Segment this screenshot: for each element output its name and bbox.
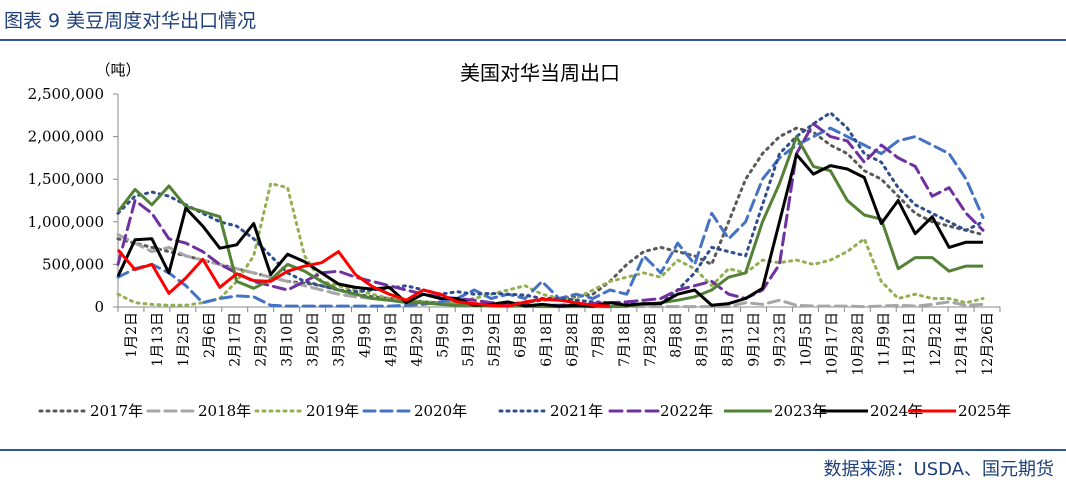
x-tick-label: 12月2日 [928, 312, 944, 367]
legend-label: 2023年 [774, 402, 827, 420]
x-tick-label: 11月9日 [876, 312, 892, 367]
series-lines [116, 111, 985, 309]
series-line-2021年 [116, 111, 985, 306]
series-line-2025年 [116, 248, 610, 308]
x-tick-label: 4月29日 [409, 312, 425, 367]
x-tick-label: 6月18日 [539, 312, 555, 367]
legend-label: 2025年 [958, 402, 1011, 420]
x-tick-label: 1月13日 [150, 312, 166, 367]
x-tick-label: 4月9日 [357, 312, 373, 358]
axes: 美国对华当周出口 （吨） 0 500,000 1,000,000 1,500,000 2,0… [28, 61, 1001, 376]
x-tick-label: 9月23日 [773, 312, 789, 367]
x-tick-label: 7月8日 [591, 312, 607, 358]
y-tick-label: 2,500,000 [28, 85, 104, 103]
legend-label: 2018年 [198, 402, 251, 420]
x-tick-label: 11月21日 [902, 312, 918, 376]
x-tick-label: 3月30日 [332, 312, 348, 367]
x-tick-label: 3月20日 [306, 312, 322, 367]
series-line-2024年 [116, 153, 983, 308]
legend-label: 2024年 [870, 402, 923, 420]
x-tick-label: 10月28日 [850, 312, 866, 376]
x-tick-label: 2月17日 [228, 312, 244, 367]
source-note: 数据来源：USDA、国元期货 [823, 459, 1054, 480]
figure-title: 图表 9 美豆周度对华出口情况 [4, 10, 257, 32]
y-tick-label: 0 [94, 298, 104, 316]
x-tick-label: 3月10日 [280, 312, 296, 367]
legend-label: 2017年 [90, 402, 143, 420]
y-tick-label: 1,500,000 [28, 170, 104, 188]
series-line-2020年 [116, 126, 985, 308]
x-tick-label: 10月17日 [824, 312, 840, 376]
x-tick-label: 5月29日 [487, 312, 503, 367]
x-tick-label: 12月26日 [980, 312, 996, 376]
x-tick-label: 8月8日 [669, 312, 685, 358]
series-line-2023年 [116, 135, 983, 309]
x-tick-label: 9月12日 [747, 312, 763, 367]
legend-label: 2019年 [306, 402, 359, 420]
legend: 2017年 2018年 2019年 2020年 2021年 2022年 2023年 2024年… [38, 402, 1011, 420]
y-tick-label: 1,000,000 [28, 213, 104, 231]
x-tick-label: 1月2日 [124, 312, 140, 358]
legend-label: 2022年 [660, 402, 713, 420]
x-tick-label: 8月31日 [721, 312, 737, 367]
series-line-2019年 [116, 182, 985, 307]
x-tick-label: 10月5日 [798, 312, 814, 367]
x-tick-label: 8月19日 [695, 312, 711, 367]
x-tick-label: 5月19日 [461, 312, 477, 367]
x-tick-label: 1月25日 [176, 312, 192, 367]
x-tick-label: 2月29日 [254, 312, 270, 367]
y-tick-label: 2,000,000 [28, 128, 104, 146]
top-rule [0, 39, 1066, 41]
x-tick-label: 12月14日 [954, 312, 970, 376]
legend-label: 2021年 [550, 402, 603, 420]
legend-label: 2020年 [414, 402, 467, 420]
x-tick-label: 6月28日 [565, 312, 581, 367]
bottom-rule [0, 449, 1066, 451]
x-tick-label: 5月9日 [435, 312, 451, 358]
chart-title: 美国对华当周出口 [460, 61, 620, 85]
x-tick-label: 4月19日 [383, 312, 399, 367]
x-tick-label: 6月8日 [513, 312, 529, 358]
chart: 美国对华当周出口 （吨） 0 500,000 1,000,000 1,500,000 2,0… [28, 61, 1012, 420]
x-tick-label: 7月18日 [617, 312, 633, 367]
x-tick-label: 2月6日 [202, 312, 218, 358]
y-tick-label: 500,000 [42, 255, 104, 273]
x-tick-label: 7月28日 [643, 312, 659, 367]
y-unit-label: （吨） [95, 61, 140, 79]
